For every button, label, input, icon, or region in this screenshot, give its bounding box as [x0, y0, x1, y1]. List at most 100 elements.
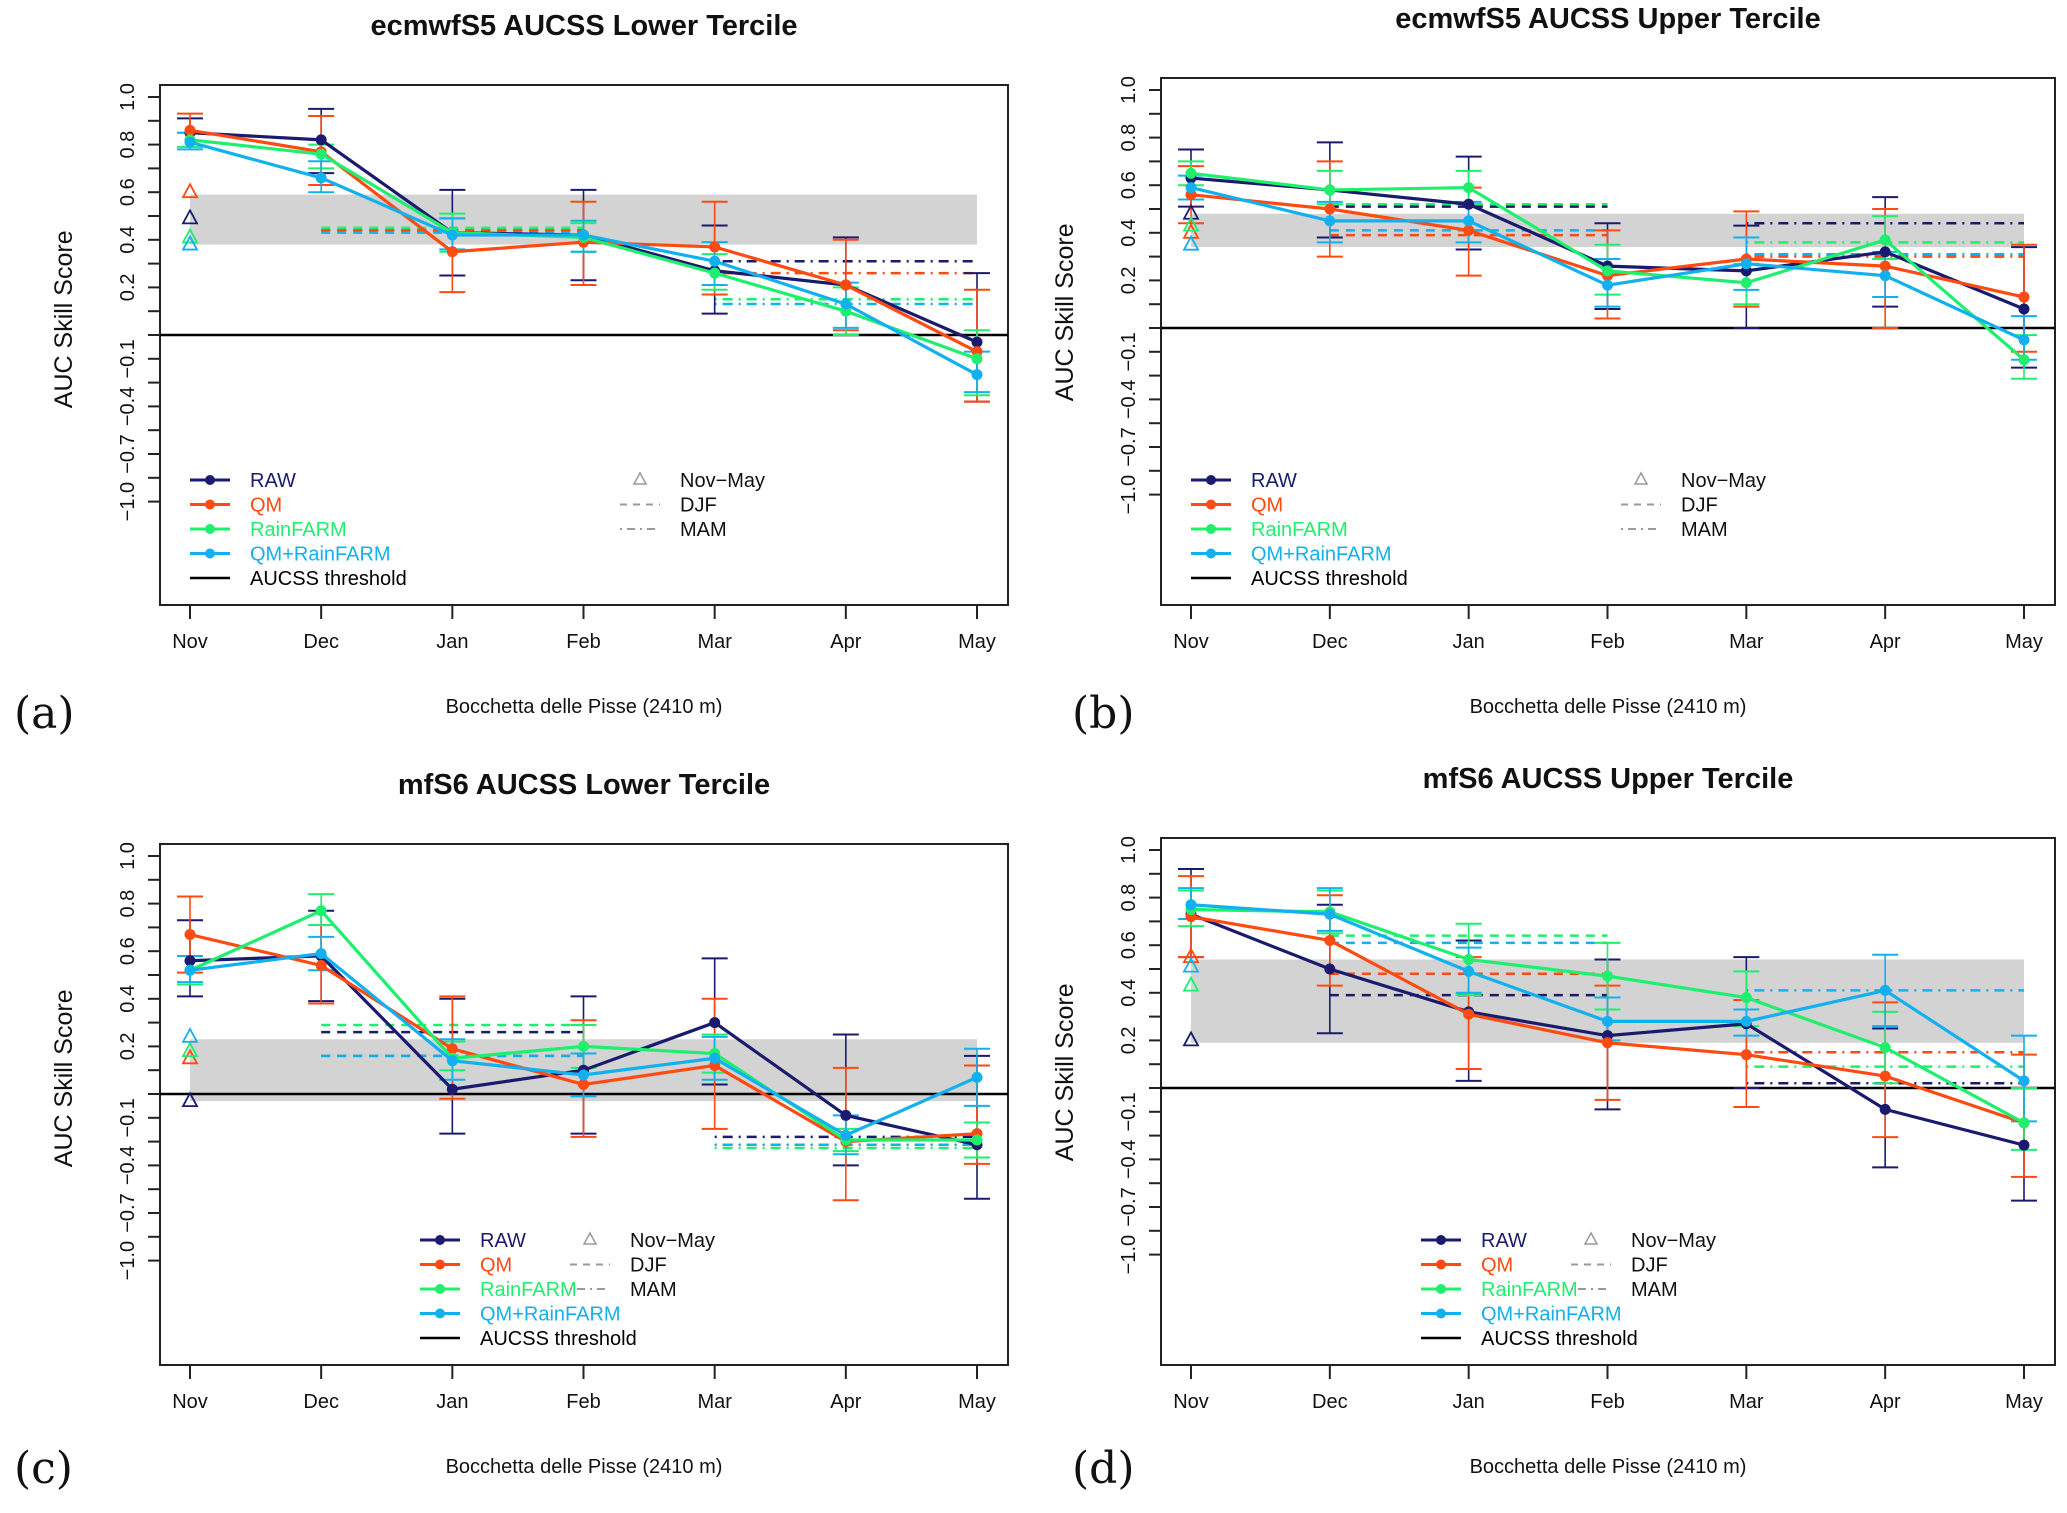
- nov-may-triangle: [1182, 956, 1200, 973]
- nov-may-triangle: [181, 1026, 199, 1043]
- legend-marker: [1206, 475, 1216, 485]
- legend-label: AUCSS threshold: [480, 1328, 637, 1350]
- data-point: [2018, 291, 2030, 303]
- data-point: [1879, 234, 1891, 246]
- legend-marker: [1436, 1308, 1446, 1319]
- legend-marker: [1206, 499, 1216, 510]
- y-tick-label: −0.4: [1118, 380, 1140, 419]
- data-point: [2018, 1117, 2030, 1129]
- x-tick-label: Dec: [1312, 631, 1348, 653]
- legend-label: MAM: [630, 1279, 677, 1301]
- data-point: [2018, 1075, 2030, 1087]
- data-point: [315, 172, 327, 184]
- chart-title: mfS6 AUCSS Lower Tercile: [398, 769, 770, 801]
- x-tick-label: Nov: [172, 631, 208, 653]
- data-point: [971, 353, 983, 365]
- legend-marker: [1436, 1259, 1446, 1270]
- y-tick-label: −0.1: [1118, 332, 1140, 371]
- y-axis-label: AUC Skill Score: [50, 230, 78, 408]
- data-point: [446, 1055, 458, 1067]
- data-point: [446, 1083, 458, 1095]
- y-tick-label: 0.2: [1118, 1026, 1140, 1054]
- y-tick-label: 0.4: [1118, 979, 1140, 1007]
- legend-triangle: [582, 1231, 598, 1245]
- y-tick-label: 0.4: [1118, 219, 1140, 247]
- y-tick-label: 0.2: [1118, 266, 1140, 294]
- panel-letter: (d): [1072, 1443, 1135, 1494]
- data-point: [446, 1043, 458, 1055]
- data-point: [840, 1129, 852, 1141]
- legend-marker: [1436, 1284, 1446, 1294]
- data-point: [1185, 167, 1197, 179]
- nov-may-triangle: [181, 182, 199, 199]
- x-tick-label: Mar: [697, 1391, 732, 1413]
- data-point: [1602, 970, 1613, 982]
- y-tick-label: 0.8: [117, 131, 139, 159]
- y-tick-label: −1.0: [117, 1241, 139, 1280]
- x-tick-label: May: [2005, 631, 2043, 653]
- data-point: [1879, 1070, 1891, 1082]
- legend-marker: [205, 475, 215, 485]
- data-point: [2018, 303, 2030, 315]
- data-point: [1602, 1015, 1613, 1027]
- data-point: [2018, 354, 2030, 366]
- nov-may-triangle: [1182, 947, 1200, 964]
- legend-marker: [435, 1259, 445, 1270]
- panel-letter: (b): [1072, 688, 1135, 739]
- data-point: [1324, 934, 1336, 946]
- data-point: [1602, 1037, 1613, 1049]
- data-point: [709, 1052, 721, 1064]
- y-tick-label: −0.4: [117, 387, 139, 426]
- legend-marker: [205, 524, 215, 534]
- data-point: [1324, 203, 1336, 215]
- y-tick-label: −1.0: [117, 482, 139, 521]
- data-point: [1879, 1103, 1891, 1115]
- panel-letter: (c): [14, 1443, 73, 1494]
- data-point: [840, 1109, 852, 1121]
- x-tick-label: Mar: [1729, 1391, 1764, 1413]
- y-tick-label: 0.6: [1118, 931, 1140, 959]
- x-tick-label: Nov: [1173, 631, 1209, 653]
- legend-label: RAW: [250, 470, 296, 492]
- x-tick-label: Mar: [697, 631, 732, 653]
- data-point: [840, 298, 852, 310]
- legend-label: QM+RainFARM: [250, 544, 391, 566]
- legend-label: AUCSS threshold: [1481, 1328, 1638, 1350]
- legend-marker: [205, 548, 215, 559]
- data-point: [971, 1134, 983, 1146]
- nov-may-triangle: [181, 234, 199, 251]
- legend-label: DJF: [1631, 1255, 1668, 1277]
- y-tick-label: −0.1: [117, 1098, 139, 1137]
- legend-label: Nov−May: [630, 1230, 715, 1252]
- y-tick-label: 0.4: [117, 985, 139, 1013]
- y-tick-label: 0.6: [117, 937, 139, 965]
- x-tick-label: May: [2005, 1391, 2043, 1413]
- legend-label: DJF: [630, 1255, 667, 1277]
- data-point: [184, 955, 196, 967]
- data-point: [1463, 224, 1475, 236]
- y-tick-label: 0.6: [1118, 171, 1140, 199]
- y-tick-label: 0.8: [1118, 124, 1140, 152]
- data-point: [578, 229, 589, 241]
- chart-a: ecmwfS5 AUCSS Lower Tercile 1.0 0.8 0.6 0.4 0…: [50, 10, 1009, 718]
- nov-may-triangle: [1182, 1030, 1200, 1047]
- data-point: [840, 279, 852, 291]
- legend-label: MAM: [1631, 1279, 1678, 1301]
- y-tick-label: −0.1: [1118, 1092, 1140, 1131]
- x-tick-label: Apr: [830, 631, 861, 653]
- data-point: [1879, 270, 1891, 282]
- data-point: [1324, 184, 1336, 196]
- x-tick-label: Nov: [172, 1391, 208, 1413]
- data-point: [2018, 1139, 2030, 1151]
- x-tick-label: May: [958, 1391, 996, 1413]
- data-point: [1879, 984, 1891, 996]
- x-axis-sublabel: Bocchetta delle Pisse (2410 m): [446, 696, 723, 718]
- data-point: [446, 229, 458, 241]
- legend-label: Nov−May: [1681, 470, 1766, 492]
- y-tick-label: −0.7: [1118, 427, 1140, 466]
- legend-triangle: [1583, 1231, 1599, 1245]
- data-point: [1740, 258, 1752, 270]
- legend-label: QM+RainFARM: [480, 1304, 621, 1326]
- panel-d: mfS6 AUCSS Upper Tercile 1.0 0.8 0.6 0.4 0.2 −…: [1000, 760, 2056, 1513]
- data-point: [1463, 215, 1475, 227]
